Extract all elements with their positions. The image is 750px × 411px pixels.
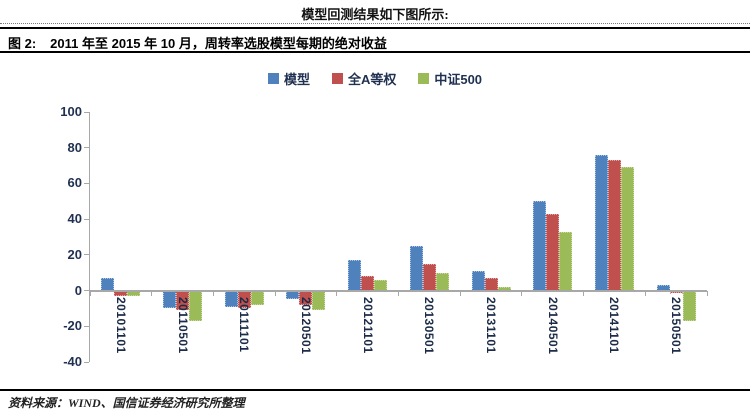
bar-中证500-20120501 (312, 290, 326, 311)
bar-全A等权-20140501 (546, 213, 560, 291)
x-axis-tick (459, 290, 461, 296)
y-axis-tick-label: -40 (63, 354, 82, 369)
y-axis-tick (84, 361, 89, 363)
bar-全A等权-20121101 (361, 276, 375, 291)
y-axis-tick (84, 218, 89, 220)
legend-label: 中证500 (434, 71, 483, 87)
category-label: 20131101 (484, 296, 499, 354)
page-title: 模型回测结果如下图所示: (301, 7, 449, 22)
x-axis-tick (644, 290, 646, 296)
figure-label: 图 2: (8, 36, 37, 51)
bar-模型-20130501 (409, 245, 423, 291)
x-axis-tick (336, 290, 338, 296)
legend-item-1: 全A等权 (331, 69, 397, 88)
figure-title: 2011 年至 2015 年 10 月，周转率选股模型每期的绝对收益 (50, 36, 387, 51)
bar-chart-plot-area: -40 -20 0 20 40 60 80 100 20101101 20110501 201111… (60, 104, 708, 369)
figure-top-rule (0, 27, 750, 29)
y-axis-tick-label: 40 (67, 211, 82, 227)
legend-item-2: 中证500 (418, 69, 482, 88)
bar-中证500-20150501 (682, 290, 696, 321)
bar-中证500-20141101 (620, 167, 634, 291)
bar-模型-20140501 (533, 201, 547, 291)
legend-label: 模型 (283, 71, 310, 87)
bar-模型-20121101 (348, 260, 362, 291)
bar-中证500-20140501 (559, 231, 573, 291)
bar-模型-20110501 (163, 290, 177, 309)
y-axis-tick-label: 60 (67, 175, 82, 191)
y-axis-tick-label: 100 (60, 104, 82, 119)
category-label: 20120501 (298, 296, 313, 354)
y-axis-tick (84, 254, 89, 256)
x-axis-tick (398, 290, 399, 296)
y-axis-tick-label: 0 (74, 282, 82, 298)
source-note: 资料来源：WIND、国信证券经济研究所整理 (8, 396, 245, 410)
y-axis-tick-label: -20 (63, 318, 82, 334)
bar-模型-20111101 (224, 290, 238, 307)
category-label: 20101101 (113, 296, 128, 354)
category-label: 20121101 (360, 296, 375, 354)
bar-模型-20141101 (594, 154, 608, 291)
bar-中证500-20130501 (435, 272, 449, 291)
y-axis-tick (84, 147, 89, 149)
chart-legend: 模型 全A等权 中证500 (0, 68, 750, 88)
x-axis-tick (151, 290, 153, 296)
x-axis-tick (89, 290, 91, 296)
y-axis-tick-label: 20 (67, 246, 82, 262)
category-label: 20150501 (669, 296, 684, 354)
legend-swatch-icon (331, 72, 343, 84)
bar-中证500-20111101 (250, 290, 264, 305)
figure-header: 图 2: 2011 年至 2015 年 10 月，周转率选股模型每期的绝对收益 (8, 33, 742, 52)
category-label: 20141101 (607, 296, 622, 354)
category-label: 20130501 (422, 296, 437, 354)
x-axis-tick (274, 290, 276, 296)
dotted-rule (0, 23, 750, 24)
bar-全A等权-20141101 (607, 160, 621, 291)
bar-中证500-20110501 (189, 290, 203, 321)
x-axis-tick (706, 290, 708, 296)
legend-swatch-icon (267, 72, 279, 84)
bar-模型-20131101 (471, 270, 485, 291)
category-label: 20110501 (175, 296, 190, 354)
bar-全A等权-20130501 (422, 263, 436, 291)
x-axis-tick (521, 290, 523, 296)
y-axis-tick (84, 182, 89, 184)
figure-bottom-rule (0, 389, 750, 391)
category-label: 20140501 (545, 296, 560, 354)
y-axis-line (89, 112, 90, 362)
legend-item-0: 模型 (267, 69, 310, 88)
x-axis-tick (583, 290, 585, 296)
y-axis-tick (84, 325, 89, 327)
bar-模型-20120501 (286, 290, 300, 300)
y-axis-tick-label: 80 (67, 139, 82, 155)
category-label: 20111101 (237, 296, 252, 352)
y-axis-tick (84, 111, 89, 113)
y-axis-tick (84, 290, 89, 292)
legend-label: 全A等权 (347, 71, 397, 87)
x-axis-tick (212, 290, 214, 296)
legend-swatch-icon (418, 72, 430, 84)
figure-header-rule (0, 51, 750, 53)
